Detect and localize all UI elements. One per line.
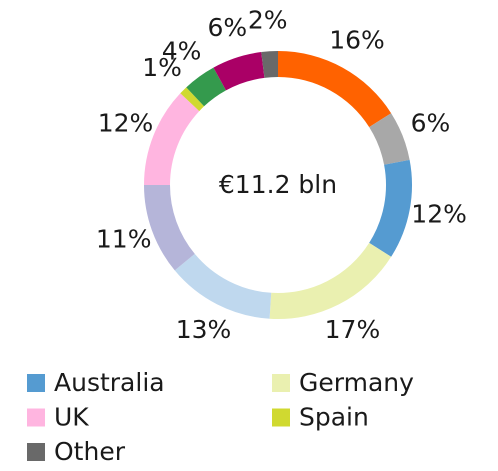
donut-segment xyxy=(174,253,272,319)
donut-segment xyxy=(369,159,412,257)
donut-segment xyxy=(261,51,278,78)
legend-label: Australia xyxy=(54,368,165,397)
legend-label: Spain xyxy=(299,403,369,432)
value-label: 16% xyxy=(329,25,385,54)
value-label: 2% xyxy=(248,5,288,34)
donut-segment xyxy=(180,87,205,112)
center-label: €11.2 bln xyxy=(219,170,337,199)
donut-segment xyxy=(213,52,265,91)
donut-segment xyxy=(144,93,200,185)
legend-swatch xyxy=(27,374,45,392)
legend-swatch xyxy=(272,408,290,427)
value-label: 11% xyxy=(96,225,152,254)
donut-segment xyxy=(186,67,226,107)
legend-label: Other xyxy=(54,437,126,466)
value-label: 17% xyxy=(325,315,381,344)
legend-label: UK xyxy=(54,403,89,432)
legend-swatch xyxy=(27,408,45,427)
legend-swatch xyxy=(272,374,290,392)
donut-segment xyxy=(144,185,195,271)
value-label: 13% xyxy=(176,315,232,344)
legend-swatch xyxy=(27,443,45,461)
value-label: 12% xyxy=(98,109,154,138)
donut-segment xyxy=(269,242,392,319)
donut-segment xyxy=(278,51,392,128)
value-label: 4% xyxy=(162,36,202,65)
donut-segment xyxy=(369,113,410,165)
value-label: 6% xyxy=(207,13,247,42)
value-label: 6% xyxy=(411,109,451,138)
legend-label: Germany xyxy=(299,368,414,397)
value-label: 1% xyxy=(142,53,182,82)
value-label: 12% xyxy=(411,200,467,229)
